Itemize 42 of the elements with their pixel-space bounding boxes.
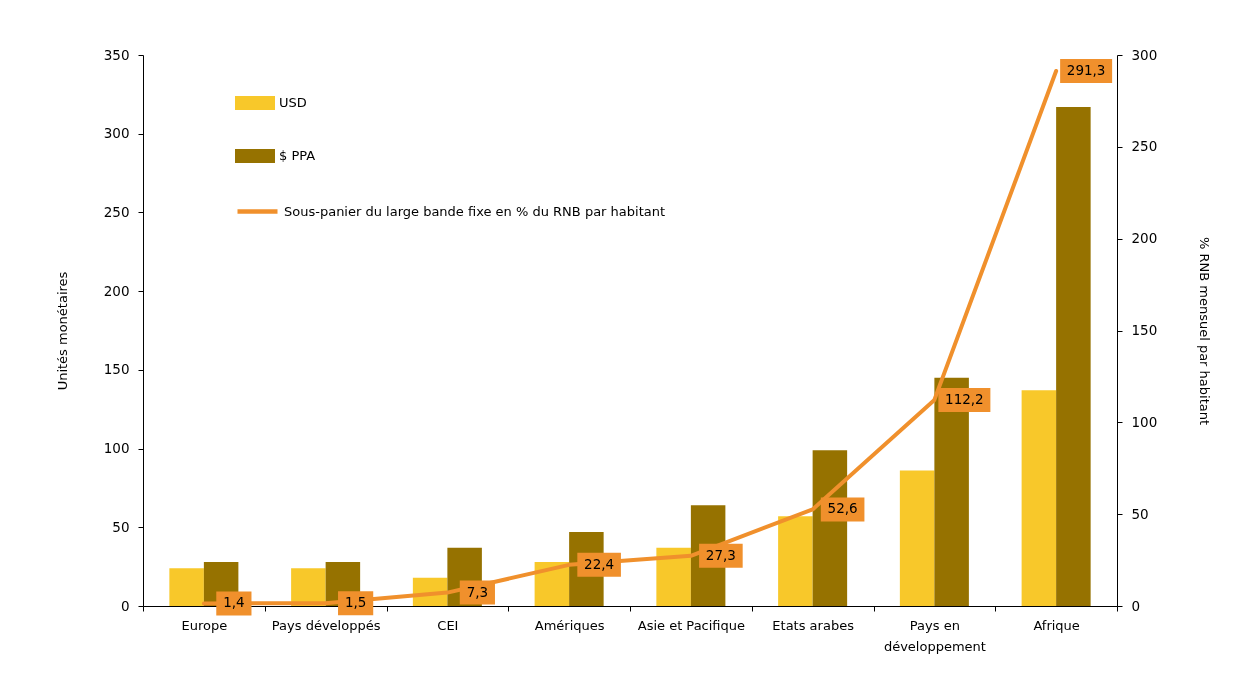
y2-tick-label: 300 (1131, 46, 1158, 63)
bar (778, 516, 813, 606)
legend-label: Sous-panier du large bande fixe en % du RNB par habitant (284, 203, 666, 219)
y2-tick-label: 50 (1131, 505, 1149, 522)
y-tick-label: 300 (103, 125, 130, 142)
data-label: 22,4 (584, 555, 615, 572)
y-tick-label: 350 (103, 46, 130, 63)
y2-tick-label: 250 (1131, 138, 1158, 155)
y2-axis-title: % RNB mensuel par habitant (1197, 236, 1213, 426)
bar (899, 470, 935, 606)
data-label: 27,3 (705, 546, 736, 563)
data-label: 1,4 (223, 594, 245, 611)
y2-tick-label: 150 (1131, 322, 1158, 338)
y-tick-label: 200 (103, 282, 130, 299)
data-label: 112,2 (945, 390, 984, 407)
x-tick-label: Pays en développement (883, 617, 986, 654)
legend-label: $ PPA (279, 148, 316, 163)
x-tick-label: Asie et Pacifique (637, 617, 746, 633)
x-tick-label: Afrique (1033, 617, 1080, 633)
y2-tick-label: 200 (1131, 230, 1158, 247)
y-tick-label: 150 (103, 361, 130, 378)
y-tick-label: 50 (112, 518, 130, 535)
data-label: 291,3 (1066, 61, 1106, 78)
x-tick-label: Amériques (534, 617, 605, 633)
bar (169, 568, 204, 606)
x-tick-label: Etats arabes (772, 617, 855, 633)
bar (1056, 106, 1091, 606)
bar (1021, 390, 1057, 606)
y2-tick-label: 100 (1131, 413, 1158, 430)
data-label: 1,5 (344, 594, 367, 611)
y-tick-label: 250 (103, 203, 130, 220)
data-label: 52,6 (827, 500, 858, 517)
x-tick-label: CEI (437, 617, 459, 633)
y-axis-title: Unités monétaires (54, 271, 70, 391)
y-tick-label: 100 (103, 440, 130, 457)
bar (656, 547, 691, 606)
x-tick-label: Pays développés (271, 617, 381, 633)
legend-label: USD (279, 95, 307, 110)
y2-tick-label: 0 (1131, 597, 1141, 614)
data-label: 7,3 (466, 583, 489, 600)
x-tick-label: Europe (181, 617, 228, 633)
y-tick-label: 0 (120, 597, 130, 614)
